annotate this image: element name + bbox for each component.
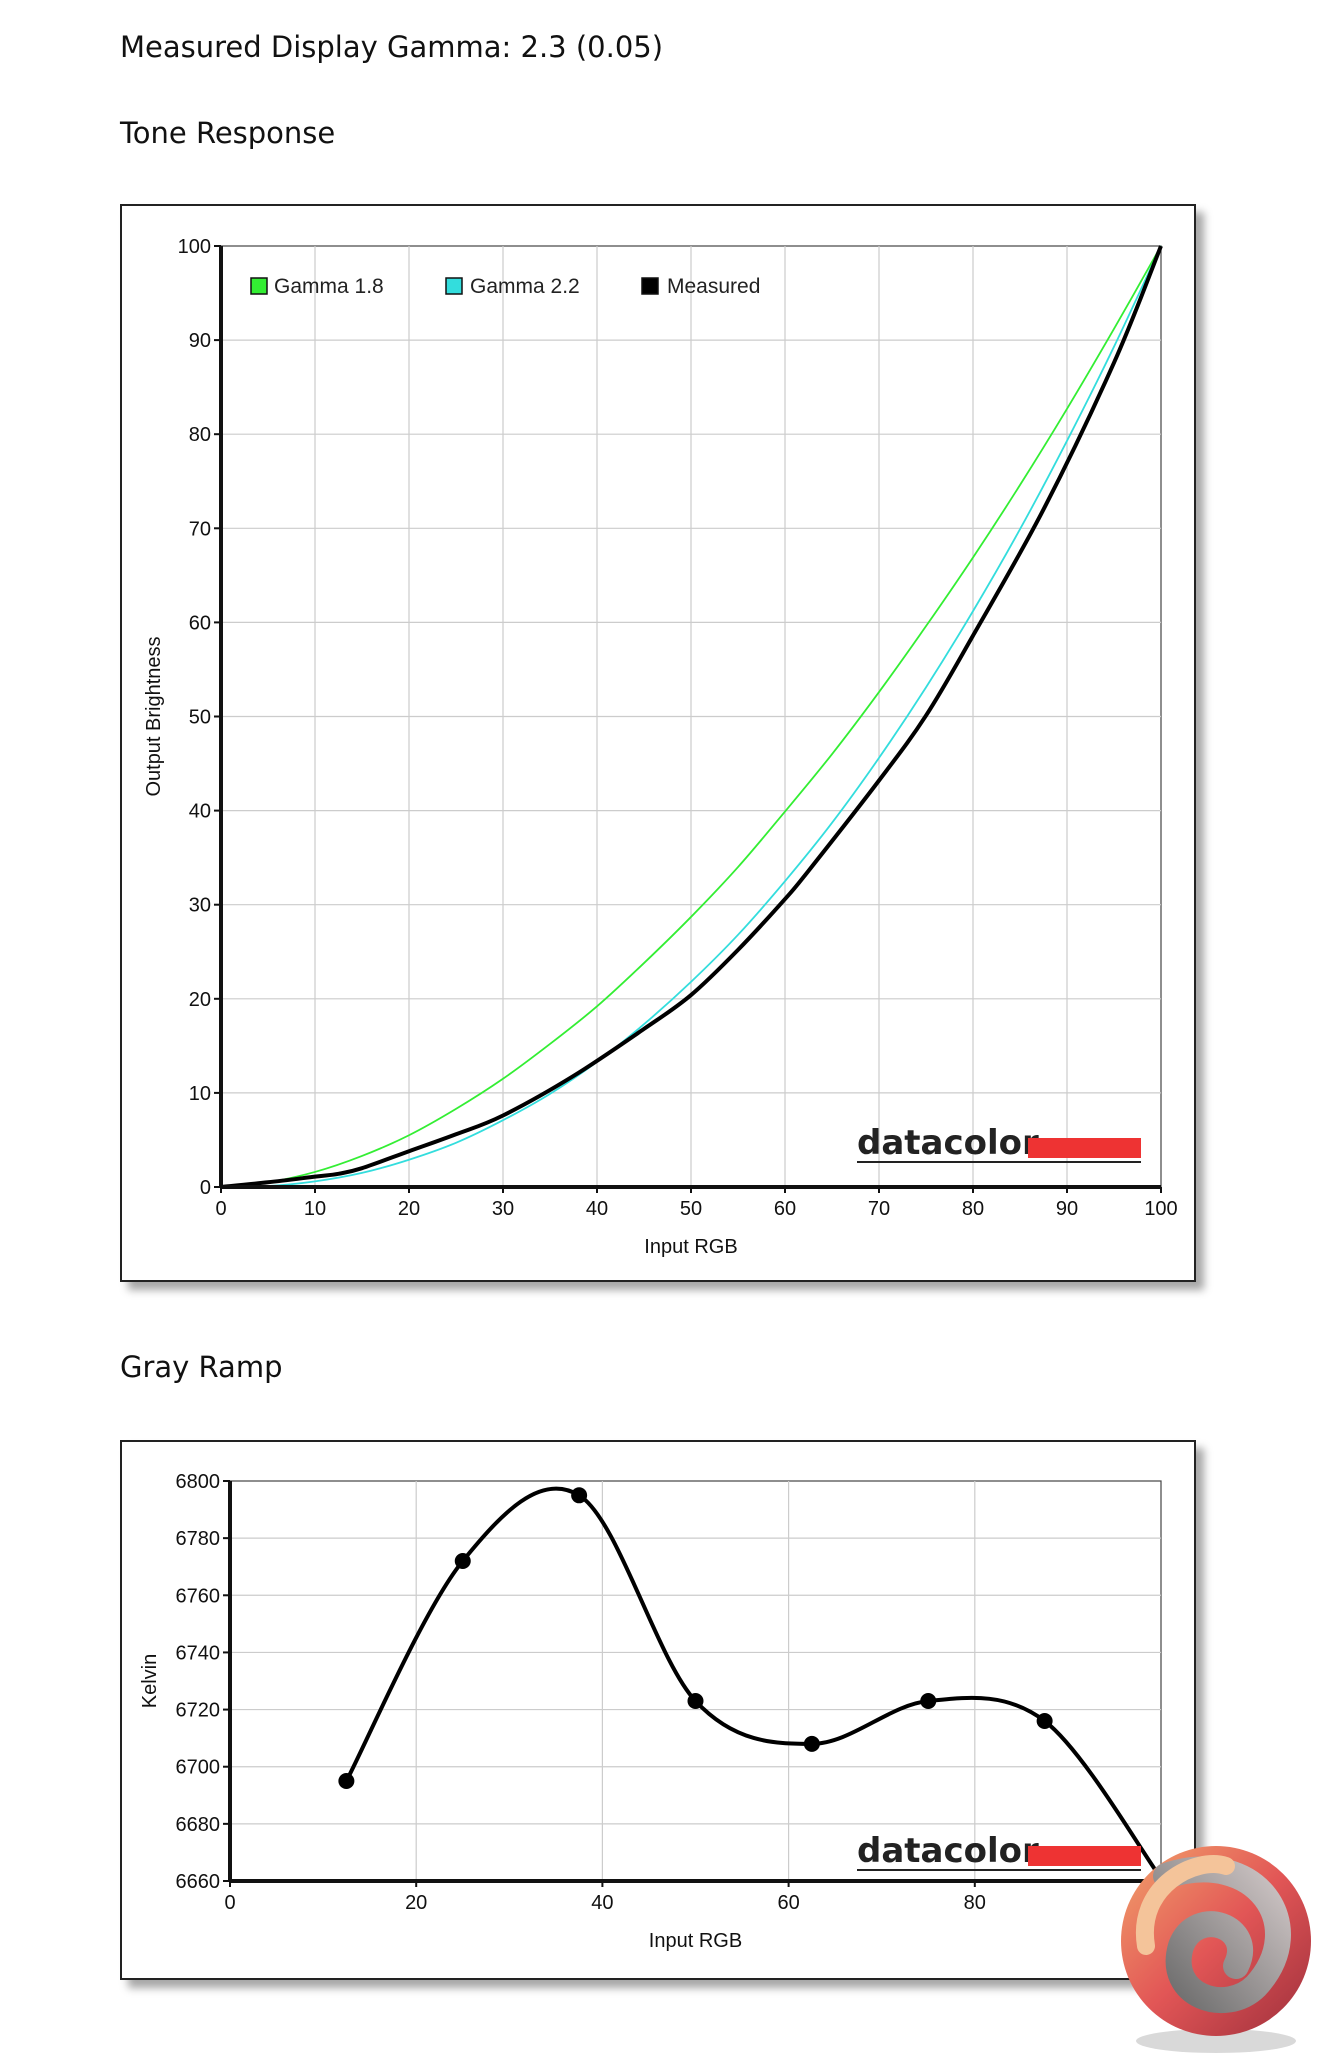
gray-x-tick-label: 40 bbox=[591, 1892, 613, 1914]
gray-data-point bbox=[687, 1693, 704, 1709]
tone-x-tick-label: 80 bbox=[962, 1198, 984, 1220]
gray-x-axis-title: Input RGB bbox=[649, 1930, 742, 1952]
tone-x-tick-label: 30 bbox=[492, 1198, 514, 1220]
gray-y-tick-label: 6740 bbox=[176, 1642, 221, 1664]
datacolor-logo-underline bbox=[857, 1869, 1141, 1871]
datacolor-logo-underline bbox=[857, 1161, 1141, 1163]
tone-response-svg: 0 10 20 30 40 50 60 70 80 90 100 0 10 20 30 40 50 60 70 80 9… bbox=[143, 236, 1178, 1258]
tone-x-axis-title: Input RGB bbox=[644, 1236, 737, 1258]
tone-y-axis-title: Output Brightness bbox=[143, 636, 165, 796]
tone-tick-labels: 0 10 20 30 40 50 60 70 80 90 100 0 10 20 30 40 50 60 70 80 9… bbox=[178, 236, 1178, 1220]
logo-shadow bbox=[1136, 2029, 1296, 2053]
tone-y-tick-label: 60 bbox=[189, 612, 211, 634]
tone-legend: Gamma 1.8 Gamma 2.2 Measured bbox=[250, 275, 760, 298]
tone-x-tick-label: 20 bbox=[398, 1198, 420, 1220]
tone-y-tick-label: 10 bbox=[189, 1083, 211, 1105]
legend-swatch-gamma-22 bbox=[445, 277, 463, 295]
tone-x-tick-label: 60 bbox=[774, 1198, 796, 1220]
gray-ramp-heading: Gray Ramp bbox=[120, 1350, 283, 1384]
gray-x-tick-label: 60 bbox=[777, 1892, 799, 1914]
tone-y-tick-label: 30 bbox=[189, 895, 211, 917]
gray-y-tick-label: 6660 bbox=[176, 1871, 221, 1893]
tone-series-line-1 bbox=[220, 245, 1162, 1188]
datacolor-logo: datacolor bbox=[857, 1123, 1141, 1163]
gray-y-axis-title: Kelvin bbox=[139, 1654, 161, 1708]
tone-x-tick-label: 50 bbox=[680, 1198, 702, 1220]
tone-series-group bbox=[220, 245, 1163, 1189]
tone-x-tick-label: 100 bbox=[1144, 1198, 1177, 1220]
gray-axes bbox=[223, 1480, 1162, 1887]
gray-data-point bbox=[454, 1553, 471, 1569]
gray-plot-area bbox=[229, 1480, 1162, 1882]
gray-y-tick-label: 6680 bbox=[176, 1814, 221, 1836]
gray-data-point bbox=[803, 1735, 820, 1752]
gray-ramp-chart: 0204060801006660668067006720674067606780… bbox=[120, 1440, 1196, 1980]
logo-swirl bbox=[1153, 1856, 1291, 2014]
tone-y-tick-label: 100 bbox=[178, 236, 211, 258]
gray-grid bbox=[229, 1480, 1162, 1882]
gray-data-point bbox=[338, 1773, 355, 1789]
gray-ramp-svg: 0204060801006660668067006720674067606780… bbox=[139, 1471, 1178, 1952]
tone-y-tick-label: 0 bbox=[200, 1177, 211, 1199]
tone-series-line-2 bbox=[220, 245, 1163, 1189]
tone-y-tick-label: 90 bbox=[189, 330, 211, 352]
datacolor-logo-bar bbox=[1028, 1138, 1141, 1158]
gray-x-tick-label: 80 bbox=[964, 1892, 986, 1914]
tone-x-tick-label: 0 bbox=[215, 1198, 226, 1220]
datacolor-logo: datacolor bbox=[857, 1831, 1141, 1871]
tone-response-chart: 0 10 20 30 40 50 60 70 80 90 100 0 10 20 30 40 50 60 70 80 9… bbox=[120, 204, 1196, 1282]
tone-y-tick-label: 80 bbox=[189, 424, 211, 446]
datacolor-logo-bar bbox=[1028, 1846, 1141, 1866]
tone-y-tick-label: 20 bbox=[189, 989, 211, 1011]
gray-data-point bbox=[571, 1487, 588, 1504]
gray-y-tick-label: 6720 bbox=[176, 1700, 221, 1722]
tone-response-heading: Tone Response bbox=[120, 116, 336, 150]
gray-y-tick-label: 6760 bbox=[176, 1585, 221, 1607]
tone-y-tick-label: 50 bbox=[189, 707, 211, 729]
gray-x-tick-label: 20 bbox=[405, 1892, 427, 1914]
legend-swatch-gamma-18 bbox=[250, 277, 268, 295]
gray-y-tick-label: 6780 bbox=[176, 1528, 221, 1550]
tone-x-tick-label: 90 bbox=[1056, 1198, 1078, 1220]
legend-label-gamma-22: Gamma 2.2 bbox=[470, 275, 580, 298]
datacolor-logo-text: datacolor bbox=[857, 1123, 1039, 1163]
gray-data-point bbox=[1036, 1713, 1053, 1729]
logo-swirl-highlight bbox=[1135, 1855, 1235, 1955]
tone-grid bbox=[220, 245, 1162, 1188]
measured-gamma-heading: Measured Display Gamma: 2.3 (0.05) bbox=[120, 30, 664, 64]
gray-tick-labels: 0204060801006660668067006720674067606780… bbox=[176, 1471, 1178, 1914]
tone-axes bbox=[214, 245, 1162, 1193]
datacolor-logo-text: datacolor bbox=[857, 1831, 1039, 1871]
tone-x-tick-label: 70 bbox=[868, 1198, 890, 1220]
legend-swatch-measured bbox=[641, 277, 659, 295]
tone-series-line-0 bbox=[220, 245, 1162, 1188]
legend-label-gamma-18: Gamma 1.8 bbox=[274, 275, 384, 298]
site-logo bbox=[1121, 1846, 1311, 2053]
gray-data-point bbox=[920, 1693, 937, 1709]
tone-x-tick-label: 10 bbox=[304, 1198, 326, 1220]
gray-y-tick-label: 6800 bbox=[176, 1471, 221, 1493]
legend-label-measured: Measured bbox=[667, 275, 760, 298]
tone-y-tick-label: 70 bbox=[189, 518, 211, 540]
gray-x-tick-label: 0 bbox=[224, 1892, 235, 1914]
gray-y-tick-label: 6700 bbox=[176, 1757, 221, 1779]
tone-y-tick-label: 40 bbox=[189, 801, 211, 823]
tone-x-tick-label: 40 bbox=[586, 1198, 608, 1220]
